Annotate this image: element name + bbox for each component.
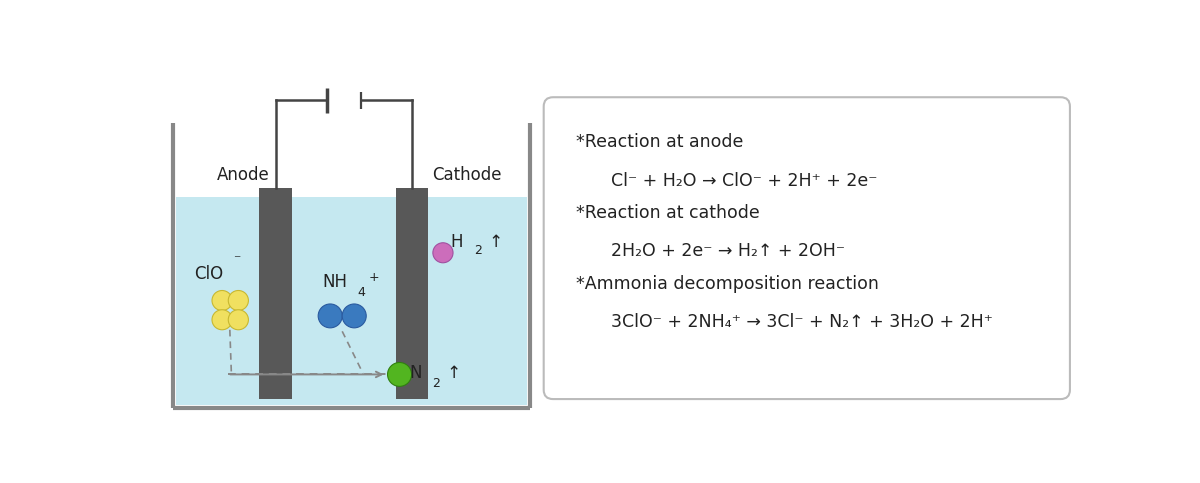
Bar (259, 188, 292, 399)
Circle shape (388, 363, 412, 386)
Circle shape (228, 310, 248, 330)
Circle shape (318, 304, 342, 328)
Circle shape (212, 310, 232, 330)
Text: 4: 4 (358, 286, 366, 299)
Text: 2: 2 (474, 244, 482, 257)
Text: Anode: Anode (217, 166, 269, 184)
Text: *Reaction at cathode: *Reaction at cathode (576, 204, 760, 222)
Text: +: + (368, 270, 379, 284)
Text: NH: NH (323, 273, 348, 291)
Text: 3ClO⁻ + 2NH₄⁺ → 3Cl⁻ + N₂↑ + 3H₂O + 2H⁺: 3ClO⁻ + 2NH₄⁺ → 3Cl⁻ + N₂↑ + 3H₂O + 2H⁺ (611, 313, 994, 331)
Circle shape (228, 290, 248, 311)
Circle shape (342, 304, 366, 328)
Bar (176, 198, 527, 405)
Text: ClO: ClO (194, 265, 223, 283)
Text: H: H (451, 233, 463, 251)
Text: N: N (409, 364, 422, 382)
FancyBboxPatch shape (544, 97, 1070, 399)
Text: Cathode: Cathode (432, 166, 502, 184)
Text: ⁻: ⁻ (233, 254, 240, 268)
Text: Cl⁻ + H₂O → ClO⁻ + 2H⁺ + 2e⁻: Cl⁻ + H₂O → ClO⁻ + 2H⁺ + 2e⁻ (611, 171, 877, 190)
Text: ↑: ↑ (442, 364, 461, 382)
Circle shape (212, 290, 232, 311)
Text: 2H₂O + 2e⁻ → H₂↑ + 2OH⁻: 2H₂O + 2e⁻ → H₂↑ + 2OH⁻ (611, 242, 845, 260)
Text: 2: 2 (432, 377, 440, 390)
Bar (396, 188, 428, 399)
Text: *Ammonia decomposition reaction: *Ammonia decomposition reaction (576, 275, 880, 293)
Circle shape (433, 243, 454, 263)
Text: *Reaction at anode: *Reaction at anode (576, 133, 744, 151)
Text: ↑: ↑ (484, 233, 503, 251)
